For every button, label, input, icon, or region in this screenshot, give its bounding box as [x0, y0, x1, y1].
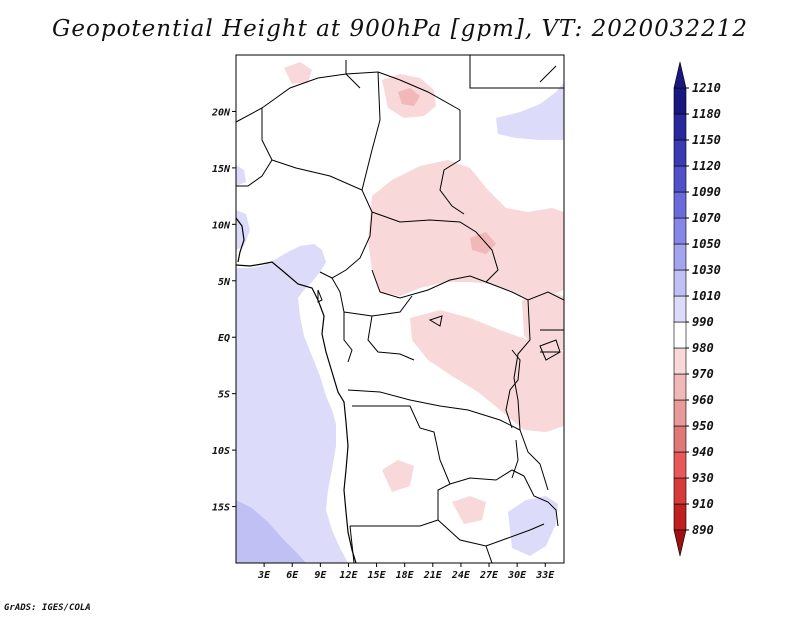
x-tick-label: 3E [257, 570, 271, 581]
colorbar-label: 990 [692, 315, 714, 329]
x-tick-label: 15E [368, 570, 387, 581]
x-tick-label: 33E [535, 570, 555, 581]
colorbar-label: 1150 [692, 133, 721, 147]
y-tick-label: 5N [218, 277, 231, 288]
field-southwest-corner [236, 500, 306, 563]
colorbar-label: 970 [692, 367, 714, 381]
chart-title: Geopotential Height at 900hPa [gpm], VT:… [52, 16, 748, 42]
field-tchad-core [470, 232, 496, 254]
field-atlantic-ocean [236, 244, 348, 563]
x-tick-label: 6E [286, 570, 299, 581]
y-tick-label: 10S [212, 446, 230, 457]
colorbar-label: 1120 [692, 159, 721, 173]
x-tick-label: 21E [423, 570, 443, 581]
colorbar-segment [673, 191, 687, 219]
x-axis: 3E 6E 9E 12E 15E 18E 21E 24E 27E 30E 33E [257, 563, 555, 581]
colorbar-segment [673, 165, 687, 193]
field-southeast-patch [508, 496, 558, 556]
field-northwest-strip [236, 165, 246, 186]
field-sahara-core [398, 88, 420, 106]
lakes [317, 289, 561, 479]
y-tick-label: 15N [212, 164, 231, 175]
colorbar-segment [673, 425, 687, 453]
y-tick-label: 20N [211, 107, 231, 118]
colorbar-segment [673, 295, 687, 323]
colorbar-segment [673, 243, 687, 271]
colorbar-label: 950 [692, 419, 714, 433]
x-tick-label: 30E [507, 570, 527, 581]
map-frame [235, 54, 565, 564]
colorbar-label: 980 [692, 341, 714, 355]
colorbar-segment [673, 347, 687, 375]
colorbar-segment [673, 373, 687, 401]
footer-credit: GrADS: IGES/COLA [4, 603, 91, 613]
x-tick-label: 18E [396, 570, 415, 581]
field-congo-low [410, 310, 564, 432]
colorbar-segment [673, 451, 687, 479]
coastline-west [236, 217, 245, 263]
field-angola-patch [382, 460, 414, 492]
colorbar-label: 1030 [692, 263, 721, 277]
colorbar-segment [673, 269, 687, 297]
field-northeast-corner [496, 82, 564, 140]
colorbar-label: 1070 [692, 211, 721, 225]
colorbar-segment [673, 399, 687, 427]
colorbar-top-arrow [673, 61, 687, 89]
colorbar-label: 960 [692, 393, 714, 407]
x-tick-label: 12E [339, 570, 358, 581]
field-sahel-low [368, 160, 564, 300]
y-axis: 20N 15N 10N 5N EQ 5S 10S 15S [211, 107, 236, 514]
country-borders [236, 55, 564, 563]
field-zambia-patch [452, 496, 486, 524]
field-east-africa-low [522, 292, 564, 352]
colorbar-segment [673, 139, 687, 167]
colorbar: 890 910 930 940 950 960 970 980 990 1010 1030 1050 1… [673, 61, 721, 557]
colorbar-segment [673, 217, 687, 245]
colorbar-label: 910 [692, 497, 714, 511]
colorbar-label: 940 [692, 445, 714, 459]
y-tick-label: 15S [212, 503, 230, 514]
colorbar-segment [673, 321, 687, 349]
field-north-patch [284, 62, 312, 84]
colorbar-bottom-arrow [673, 529, 687, 557]
colorbar-label: 1050 [692, 237, 721, 251]
y-tick-label: 10N [212, 220, 231, 231]
colorbar-segment [673, 477, 687, 505]
colorbar-label: 1180 [692, 107, 721, 121]
coastline [236, 261, 357, 563]
y-tick-label: EQ [218, 333, 230, 344]
colorbar-segment [673, 113, 687, 141]
colorbar-label: 930 [692, 471, 714, 485]
x-tick-label: 27E [479, 570, 499, 581]
colorbar-label: 1090 [692, 185, 721, 199]
y-tick-label: 5S [218, 390, 230, 401]
colorbar-segment [673, 87, 687, 115]
colorbar-segment [673, 503, 687, 531]
field-layer [236, 55, 564, 563]
colorbar-label: 1010 [692, 289, 721, 303]
colorbar-label: 1210 [692, 81, 721, 95]
colorbar-label: 890 [692, 523, 714, 537]
x-tick-label: 24E [451, 570, 471, 581]
x-tick-label: 9E [314, 570, 327, 581]
